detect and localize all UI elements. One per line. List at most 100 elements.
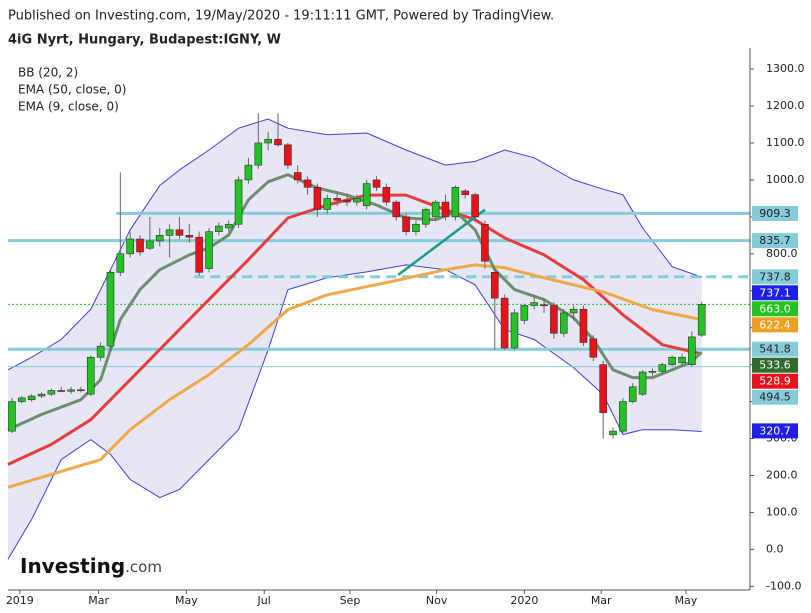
trend-line <box>397 208 486 276</box>
candle-body <box>244 164 253 181</box>
candle-body <box>599 364 607 413</box>
y-tick-label: -100.0 <box>766 579 801 592</box>
price-label-box <box>752 269 798 285</box>
candle-body <box>96 345 105 358</box>
candle-body <box>155 235 164 242</box>
candle-body <box>441 201 450 218</box>
candle-body <box>697 304 706 336</box>
candle-body <box>609 430 617 436</box>
candle-body <box>175 229 184 236</box>
candle-body <box>471 194 479 218</box>
candle-body <box>431 201 440 218</box>
price-label: 737.1 <box>759 286 791 299</box>
candle-body <box>343 199 351 203</box>
candle-body <box>579 308 588 343</box>
x-tick-label: 2019 <box>6 594 34 607</box>
candle-body <box>205 231 213 269</box>
x-tick-label: 2020 <box>510 594 538 607</box>
candle-body <box>116 253 125 273</box>
candle-body <box>17 397 26 402</box>
price-label-box <box>752 205 798 221</box>
y-tick-label: 0.0 <box>766 542 784 555</box>
price-label-box <box>752 341 798 357</box>
candle-body <box>165 229 174 236</box>
y-tick-label: 1200.0 <box>766 99 805 112</box>
candle-body <box>658 364 667 372</box>
y-tick-label: 1100.0 <box>766 136 805 149</box>
logo: Investing.com <box>20 554 162 578</box>
x-tick-label: May <box>675 594 698 607</box>
price-label: 663.0 <box>759 302 791 315</box>
candle-body <box>481 223 489 262</box>
x-tick-label: May <box>175 594 198 607</box>
logo-suffix: .com <box>125 558 162 576</box>
candle-body <box>126 238 134 255</box>
candle-body <box>648 370 657 373</box>
candle-body <box>461 190 470 195</box>
candle-body <box>422 209 430 225</box>
band-fill <box>8 119 702 560</box>
legend-entry: EMA (9, close, 0) <box>18 100 119 114</box>
candle-body <box>224 223 233 229</box>
candle-body <box>372 179 381 188</box>
candle-body <box>185 235 194 238</box>
candle-body <box>77 389 85 392</box>
candle-body <box>323 198 332 210</box>
candle-body <box>303 179 312 188</box>
candle-body <box>500 297 509 349</box>
candle-body <box>106 271 115 347</box>
candle-body <box>688 336 696 365</box>
candle-body <box>402 216 410 232</box>
candle-body <box>47 390 56 395</box>
candle-body <box>589 338 598 358</box>
candle-body <box>136 238 144 253</box>
price-label-box <box>752 357 798 373</box>
price-label-box <box>752 285 798 301</box>
candle-body <box>619 401 627 432</box>
candle-body <box>412 223 420 232</box>
candle-body <box>530 302 538 306</box>
candle-body <box>57 390 66 392</box>
candle-body <box>264 138 272 144</box>
candle-body <box>520 305 529 321</box>
candle-body <box>234 179 243 225</box>
price-label-box <box>752 423 798 439</box>
candle-body <box>382 187 391 203</box>
price-label-box <box>752 373 798 389</box>
candle-body <box>668 356 676 365</box>
price-label-box <box>752 317 798 333</box>
legend-entry: BB (20, 2) <box>18 66 78 80</box>
candle-body <box>490 271 499 299</box>
y-tick-label: 1300.0 <box>766 62 805 75</box>
candle-body <box>254 142 263 166</box>
candle-body <box>313 187 322 210</box>
ema-line <box>7 263 702 489</box>
candle-body <box>392 201 401 218</box>
candle-body <box>510 312 519 349</box>
candle-body <box>628 386 637 402</box>
price-label: 541.8 <box>759 343 791 356</box>
candle-body <box>27 395 36 401</box>
candle-body <box>274 138 282 146</box>
candle-body <box>8 401 16 432</box>
header: Published on Investing.com, 19/May/2020 … <box>8 9 554 24</box>
legend-entry: EMA (50, close, 0) <box>18 83 126 97</box>
candle-body <box>86 356 95 395</box>
candle-body <box>540 304 548 307</box>
price-label-box <box>752 233 798 249</box>
x-tick-label: Jul <box>257 594 271 607</box>
price-label: 737.8 <box>759 270 791 283</box>
candle-body <box>678 356 686 364</box>
candle-body <box>293 172 302 181</box>
candle-body <box>569 308 578 314</box>
candle-body <box>638 371 647 395</box>
y-tick-label: 100.0 <box>766 505 798 518</box>
price-label: 494.5 <box>759 391 791 404</box>
candle-body <box>37 393 46 397</box>
candle-body <box>195 236 203 273</box>
candle-body <box>353 198 361 203</box>
x-tick-label: Mar <box>88 594 109 607</box>
candle-body <box>215 225 223 232</box>
price-label-box <box>752 301 798 317</box>
